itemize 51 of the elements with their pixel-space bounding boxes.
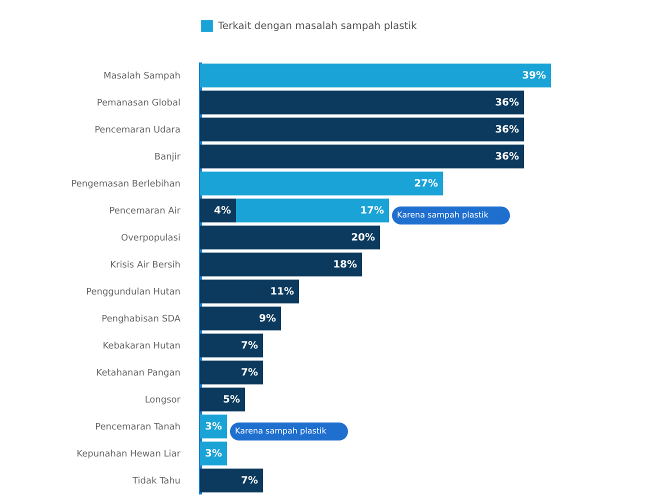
bar (200, 280, 299, 304)
y-tick-label: Ketahanan Pangan (96, 368, 180, 378)
y-tick-label: Banjir (154, 152, 181, 162)
bar (200, 306, 281, 330)
y-tick-label: Penghabisan SDA (102, 314, 182, 324)
y-tick-label: Krisis Air Bersih (110, 260, 180, 270)
data-label: 18% (333, 260, 357, 270)
bar (200, 144, 524, 168)
legend-label: Terkait dengan masalah sampah plastik (217, 21, 417, 32)
bar (200, 226, 380, 250)
data-label: 11% (270, 286, 294, 298)
bar (200, 64, 551, 88)
data-label: 7% (241, 368, 258, 378)
data-label: 7% (241, 340, 258, 352)
data-label: 36% (495, 152, 519, 162)
y-tick-label: Pencemaran Udara (94, 126, 180, 136)
bar (200, 118, 524, 142)
y-tick-label: Longsor (144, 396, 181, 406)
annotation: Karena sampah plastik (235, 426, 327, 436)
y-tick-label: Tidak Tahu (132, 476, 180, 486)
bar (200, 334, 263, 358)
data-label: 27% (414, 178, 438, 190)
y-tick-label: Kebakaran Hutan (102, 342, 180, 352)
y-tick-label: Pemanasan Global (96, 98, 180, 108)
bar (200, 388, 245, 412)
y-tick-label: Pengemasan Berlebihan (71, 180, 180, 190)
y-tick-label: Pencemaran Tanah (95, 422, 180, 432)
bar (200, 468, 263, 492)
bar (200, 198, 236, 222)
y-tick-label: Penggundulan Hutan (86, 288, 180, 298)
bar (236, 198, 389, 222)
data-label: 9% (259, 314, 276, 324)
data-label: 3% (205, 422, 222, 432)
annotation: Karena sampah plastik (397, 210, 489, 220)
y-tick-label: Pencemaran Air (109, 206, 181, 216)
bar (200, 360, 263, 384)
data-label: 17% (360, 206, 384, 216)
y-tick-label: Kepunahan Hewan Liar (76, 450, 181, 460)
y-tick-label: Masalah Sampah (104, 72, 180, 82)
bar (200, 172, 443, 196)
bar (200, 90, 524, 114)
data-label: 20% (351, 232, 375, 244)
data-label: 36% (495, 98, 519, 108)
data-label: 7% (241, 476, 258, 486)
data-label: 3% (205, 448, 222, 460)
data-label: 4% (214, 206, 231, 216)
data-label: 39% (522, 70, 546, 82)
y-tick-label: Overpopulasi (121, 234, 180, 244)
data-label: 5% (223, 394, 240, 406)
bar (200, 252, 362, 276)
data-label: 36% (495, 124, 519, 136)
